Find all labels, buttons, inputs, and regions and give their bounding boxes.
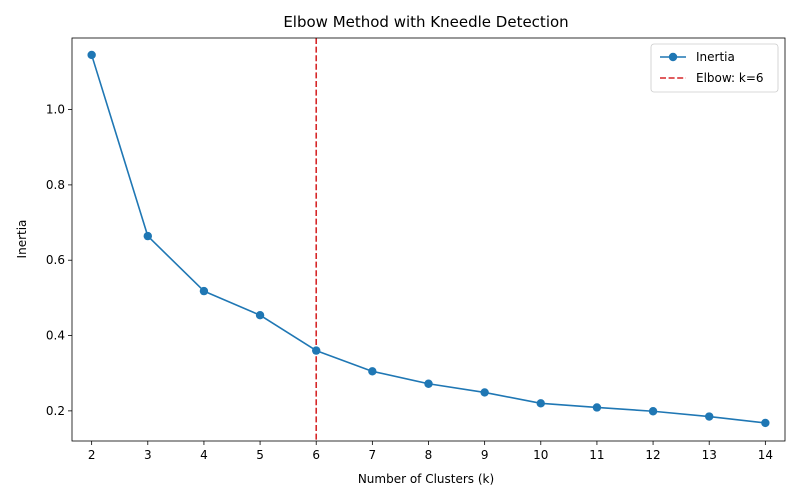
y-tick-label: 0.8 [46,178,65,192]
data-point [424,379,433,388]
x-tick-label: 10 [533,448,548,462]
data-point [648,407,658,416]
x-tick-label: 13 [702,448,717,462]
data-point [761,418,770,428]
legend-inertia-label: Inertia [696,50,735,64]
data-point [143,231,152,241]
x-tick-label: 5 [256,448,264,462]
data-point [312,346,321,355]
x-tick-label: 4 [200,448,208,462]
data-point [87,50,96,60]
legend-elbow-label: Elbow: k=6 [696,71,764,85]
x-tick-label: 8 [425,448,433,462]
x-tick-label: 14 [758,448,773,462]
data-point [480,388,489,397]
axes-frame [71,37,786,442]
data-point [255,311,265,320]
x-tick-label: 7 [369,448,377,462]
data-point [368,367,377,376]
x-tick-label: 12 [645,448,660,462]
x-tick-label: 6 [312,448,320,462]
data-point [536,399,545,408]
x-tick-label: 2 [88,448,96,462]
data-point [592,403,602,412]
x-tick-label: 11 [589,448,604,462]
x-axis-label: Number of Clusters (k) [358,472,494,486]
x-tick-label: 9 [481,448,489,462]
y-tick-label: 0.2 [46,404,65,418]
x-tick-label: 3 [144,448,152,462]
legend-inertia-marker [668,52,678,62]
y-axis-label: Inertia [15,220,29,259]
y-tick-label: 1.0 [46,103,65,117]
chart-title: Elbow Method with Kneedle Detection [283,13,568,31]
plot-area: 2 3 4 5 6 7 8 9 10 11 12 13 14 0.2 0.4 0.6 0.8 1.0 [46,37,786,462]
legend-box [650,43,779,93]
legend: Inertia Elbow: k=6 [650,43,779,93]
data-point [199,286,209,296]
y-tick-label: 0.6 [46,253,65,267]
y-tick-label: 0.4 [46,329,65,343]
data-point [705,412,714,421]
